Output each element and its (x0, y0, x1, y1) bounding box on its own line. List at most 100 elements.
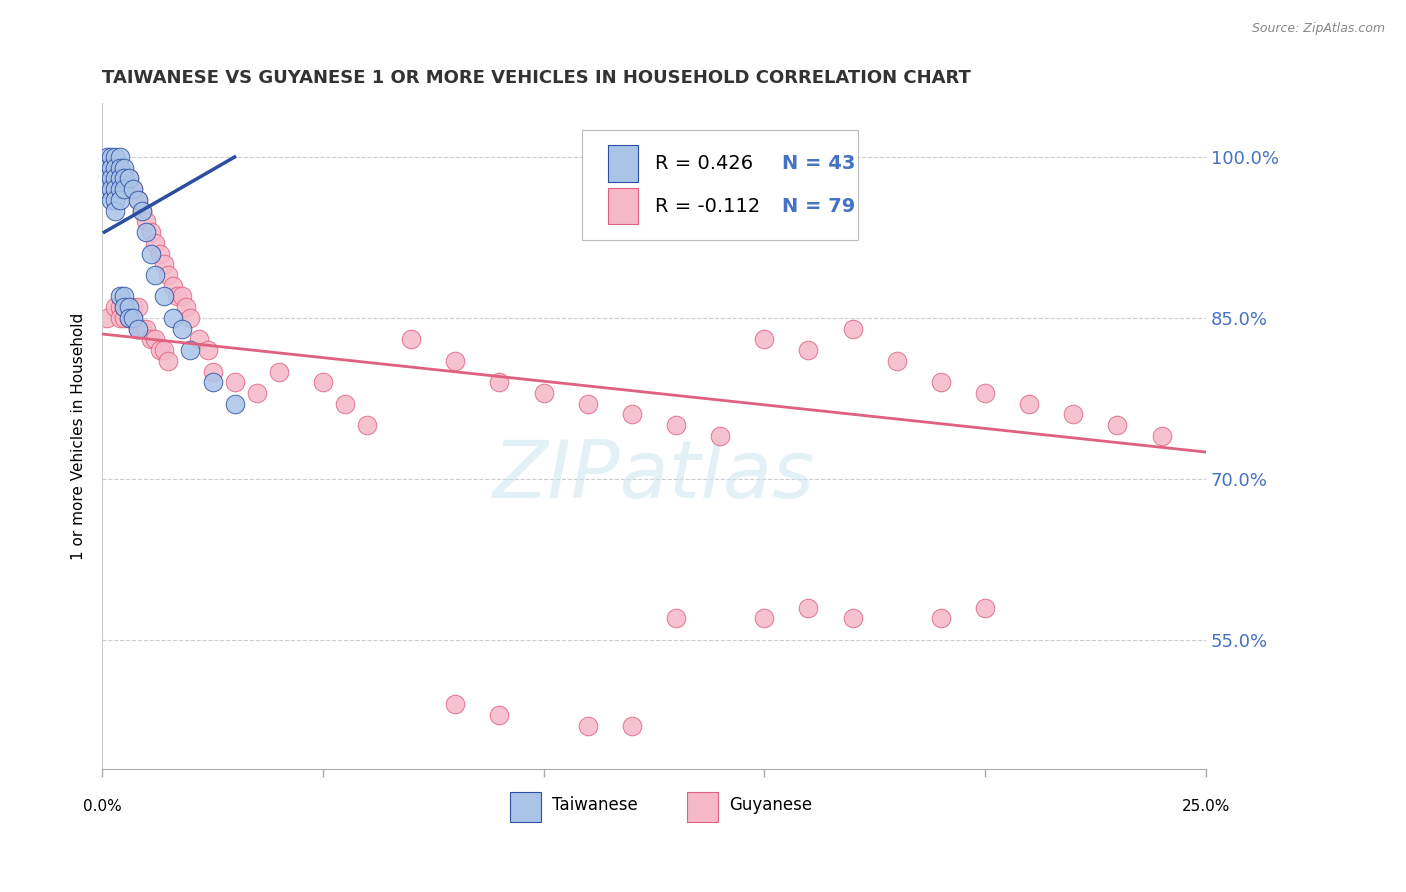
Point (112, 289, 135, 303)
Point (100, 161, 122, 175)
Point (886, 354, 908, 368)
Point (312, 376, 335, 390)
Point (974, 386, 997, 401)
Point (96, 310, 118, 325)
Point (179, 343, 201, 358)
Point (96, 161, 118, 175)
Point (96, 150, 118, 164)
Point (201, 365, 224, 379)
Point (104, 203, 127, 218)
Point (108, 171, 131, 186)
Text: R = 0.426: R = 0.426 (655, 154, 754, 173)
Text: Taiwanese: Taiwanese (553, 797, 638, 814)
Point (974, 600, 997, 615)
Point (100, 193, 122, 207)
Point (143, 268, 166, 282)
Point (620, 408, 643, 422)
FancyBboxPatch shape (510, 792, 541, 822)
Point (104, 182, 127, 196)
Point (112, 171, 135, 186)
Point (841, 321, 863, 335)
Point (104, 171, 127, 186)
Point (754, 611, 776, 625)
Point (170, 289, 193, 303)
Point (197, 343, 219, 358)
Text: Guyanese: Guyanese (728, 797, 813, 814)
Point (754, 332, 776, 346)
Point (100, 182, 122, 196)
Point (100, 171, 122, 186)
Text: Source: ZipAtlas.com: Source: ZipAtlas.com (1251, 22, 1385, 36)
Point (841, 611, 863, 625)
Point (108, 161, 131, 175)
Point (139, 246, 162, 260)
Point (112, 300, 135, 314)
Point (108, 193, 131, 207)
Point (157, 354, 180, 368)
Point (122, 310, 145, 325)
Point (112, 161, 135, 175)
Point (488, 376, 510, 390)
Point (135, 225, 157, 239)
Point (127, 193, 149, 207)
Point (118, 310, 141, 325)
Point (143, 235, 166, 250)
Point (153, 289, 176, 303)
Point (157, 268, 180, 282)
Point (104, 300, 127, 314)
Point (709, 429, 731, 443)
FancyBboxPatch shape (607, 145, 638, 182)
Point (127, 321, 149, 335)
Point (100, 182, 122, 196)
Point (444, 697, 467, 711)
Y-axis label: 1 or more Vehicles in Household: 1 or more Vehicles in Household (72, 312, 86, 559)
Point (139, 225, 162, 239)
Point (96, 171, 118, 186)
Point (224, 376, 246, 390)
Point (179, 310, 201, 325)
Point (112, 300, 135, 314)
Point (104, 193, 127, 207)
Point (104, 161, 127, 175)
Point (122, 182, 145, 196)
Point (224, 397, 246, 411)
Point (1062, 408, 1084, 422)
Point (488, 707, 510, 722)
Point (131, 203, 153, 218)
Point (1107, 418, 1129, 433)
Point (118, 182, 141, 196)
Point (665, 418, 688, 433)
Point (929, 376, 952, 390)
Point (149, 246, 172, 260)
Point (100, 150, 122, 164)
Point (112, 182, 135, 196)
Text: R = -0.112: R = -0.112 (655, 196, 761, 216)
Point (356, 418, 378, 433)
Point (131, 321, 153, 335)
Point (112, 171, 135, 186)
Point (929, 611, 952, 625)
Point (112, 310, 135, 325)
Point (122, 300, 145, 314)
Point (665, 611, 688, 625)
Point (108, 171, 131, 186)
Point (267, 365, 290, 379)
Point (112, 182, 135, 196)
FancyBboxPatch shape (688, 792, 718, 822)
FancyBboxPatch shape (607, 188, 638, 225)
Text: ZIPatlas: ZIPatlas (494, 437, 815, 515)
Point (108, 289, 131, 303)
Point (153, 343, 176, 358)
Point (118, 171, 141, 186)
Point (162, 310, 184, 325)
Point (122, 310, 145, 325)
FancyBboxPatch shape (582, 130, 858, 240)
Text: TAIWANESE VS GUYANESE 1 OR MORE VEHICLES IN HOUSEHOLD CORRELATION CHART: TAIWANESE VS GUYANESE 1 OR MORE VEHICLES… (103, 69, 972, 87)
Point (104, 182, 127, 196)
Point (104, 150, 127, 164)
Point (246, 386, 269, 401)
Point (170, 321, 193, 335)
Point (108, 310, 131, 325)
Point (139, 332, 162, 346)
Point (399, 332, 422, 346)
